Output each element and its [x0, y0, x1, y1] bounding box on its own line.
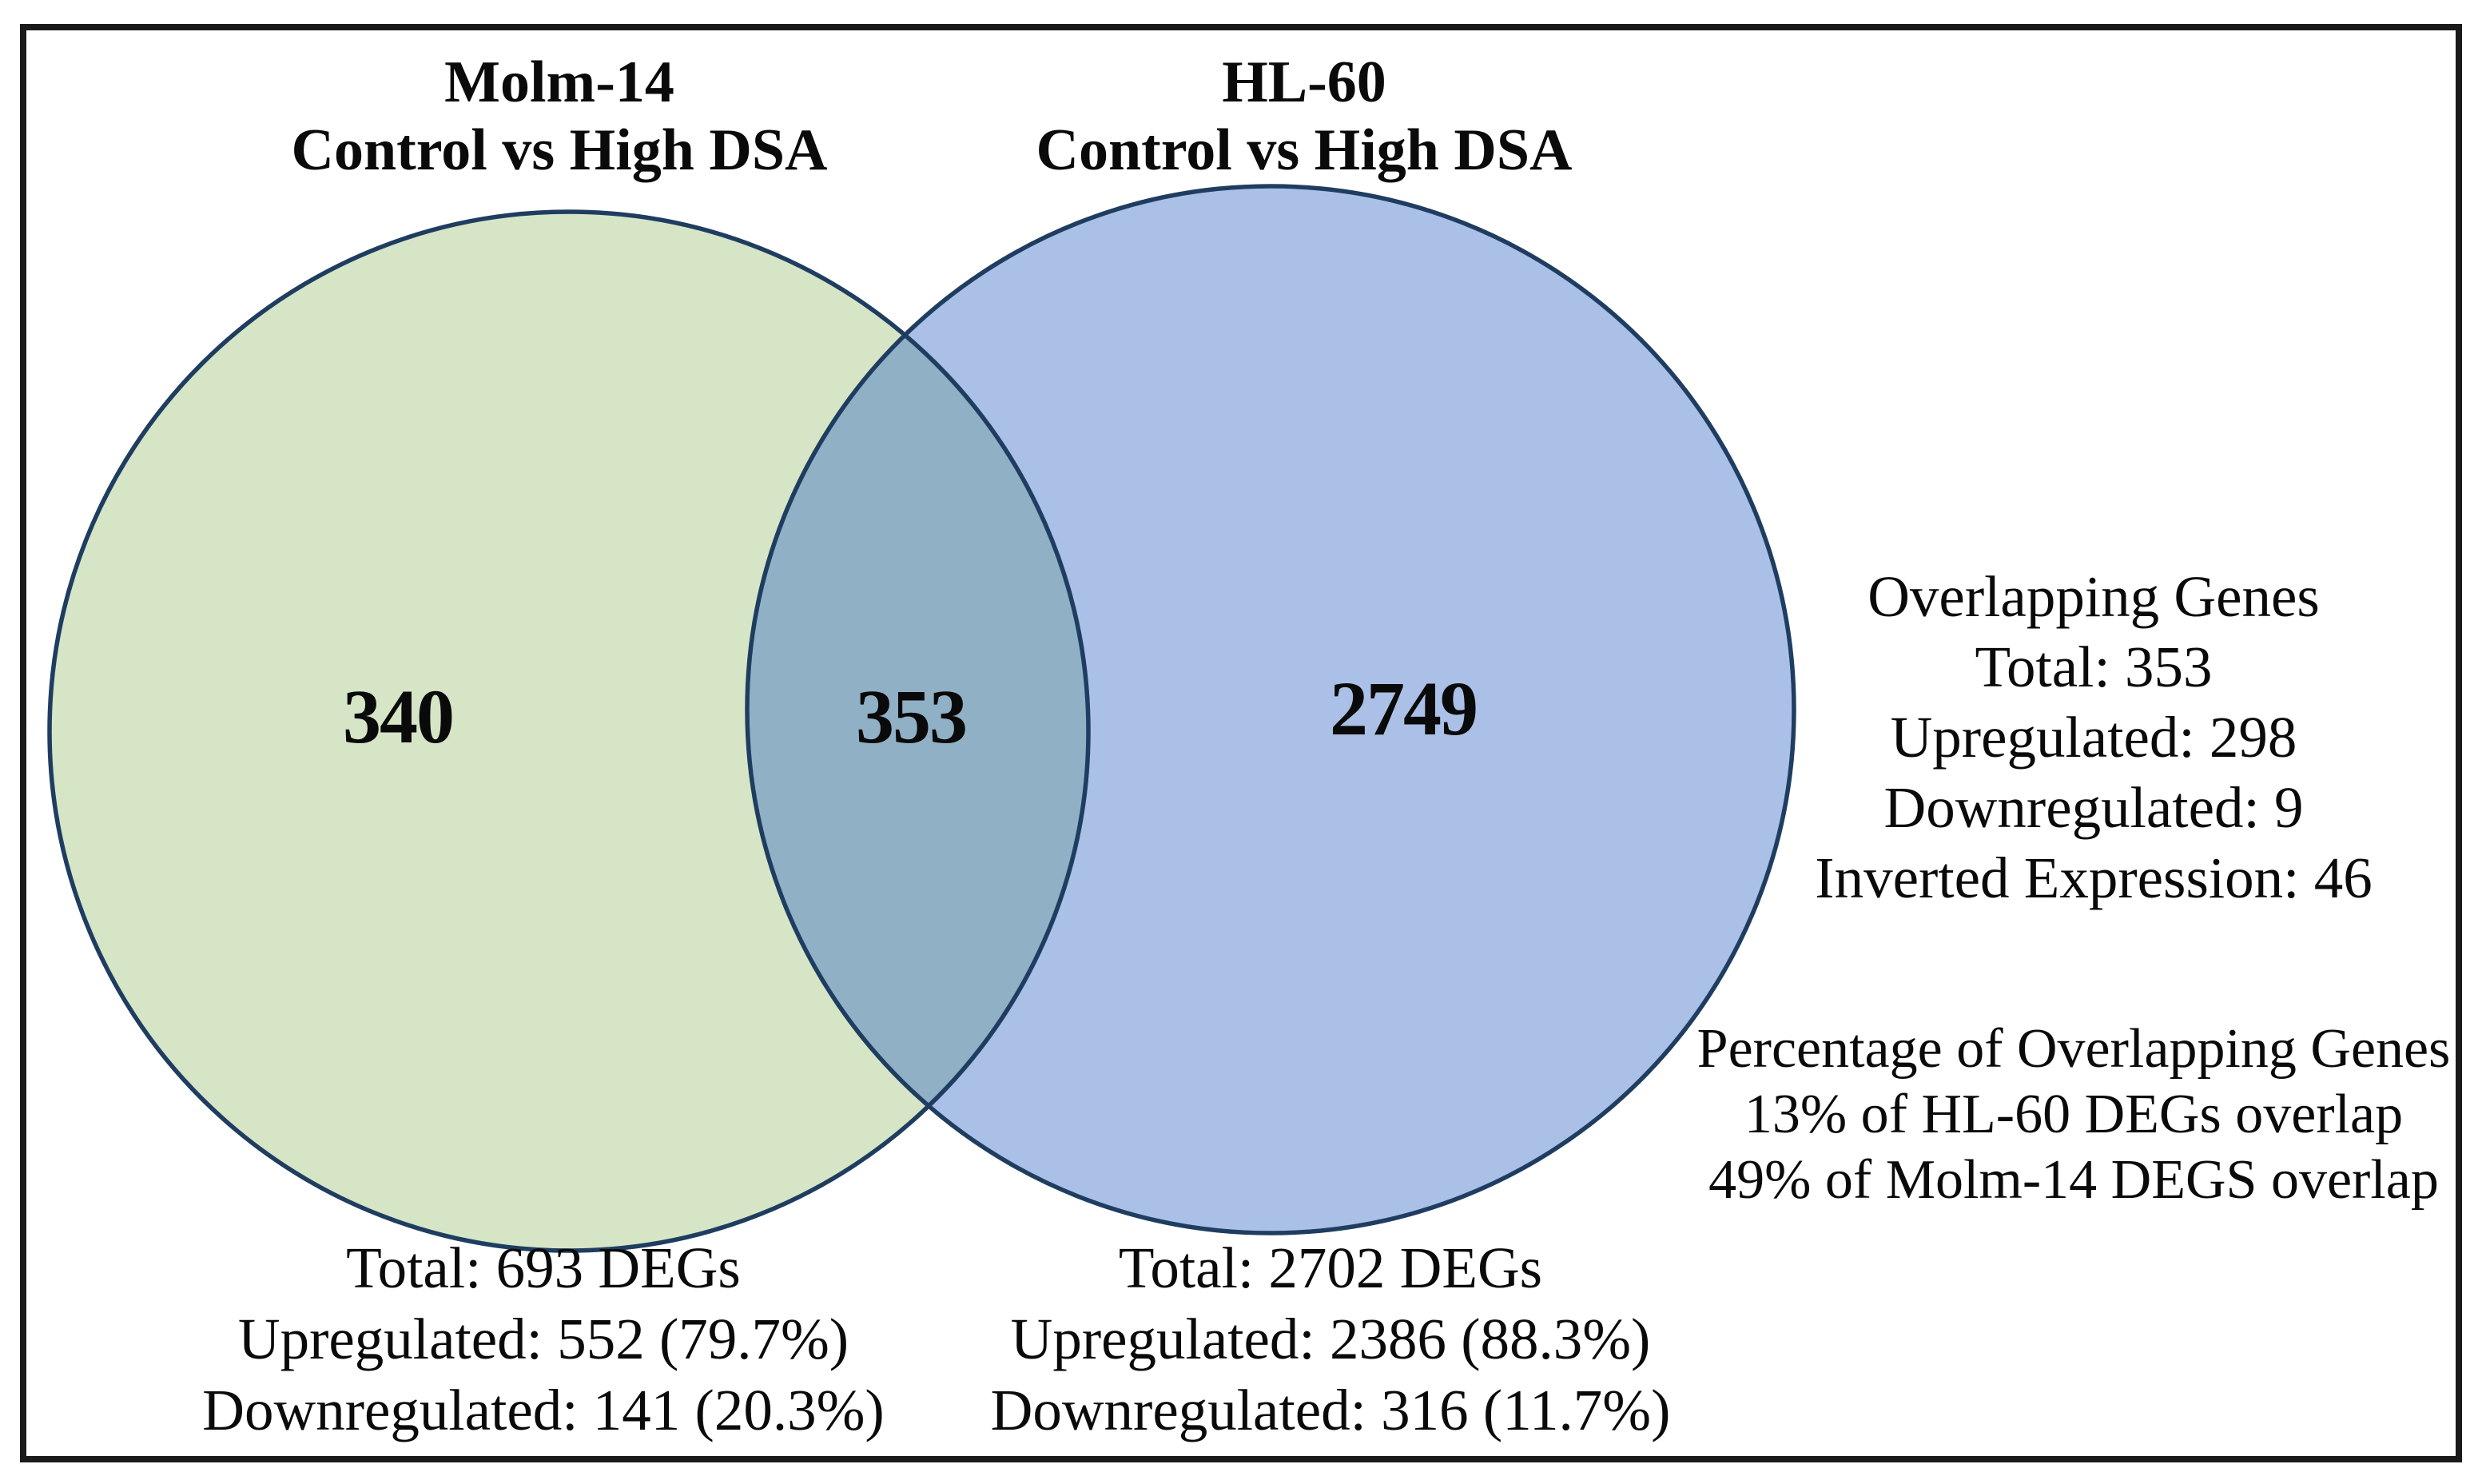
overlap-percentage-summary: Percentage of Overlapping Genes 13% of H…	[1697, 1017, 2451, 1213]
molm14-total-degs: Total: 693 DEGs	[346, 1235, 741, 1300]
overlapping-genes-heading: Overlapping Genes	[1867, 564, 2320, 629]
molm14-downregulated: Downregulated: 141 (20.3%)	[202, 1378, 885, 1442]
molm14-title-line1: Molm-14	[444, 50, 674, 115]
overlapping-genes-summary: Overlapping Genes Total: 353 Upregulated…	[1815, 562, 2372, 913]
overlap-inverted-expression: Inverted Expression: 46	[1815, 845, 2373, 910]
molm14-deg-stats: Total: 693 DEGs Upregulated: 552 (79.7%)…	[202, 1232, 884, 1446]
overlap-downregulated: Downregulated: 9	[1883, 775, 2304, 840]
molm14-circle-outline	[47, 209, 1091, 1253]
hl60-title-line2: Control vs High DSA	[1036, 117, 1573, 183]
percentage-heading: Percentage of Overlapping Genes	[1696, 1018, 2451, 1080]
molm14-title: Molm-14 Control vs High DSA	[292, 49, 828, 185]
hl60-total-degs: Total: 2702 DEGs	[1118, 1235, 1543, 1300]
molm14-unique-count: 340	[343, 674, 455, 759]
percentage-molm14: 49% of Molm-14 DEGS overlap	[1708, 1149, 2439, 1211]
hl60-title-line1: HL-60	[1222, 50, 1386, 115]
overlap-total: Total: 353	[1975, 635, 2213, 699]
hl60-unique-count: 2749	[1330, 666, 1478, 751]
hl60-deg-stats: Total: 2702 DEGs Upregulated: 2386 (88.3…	[991, 1232, 1671, 1446]
molm14-title-line2: Control vs High DSA	[291, 117, 828, 183]
hl60-title: HL-60 Control vs High DSA	[1036, 49, 1573, 185]
hl60-downregulated: Downregulated: 316 (11.7%)	[990, 1378, 1671, 1442]
overlap-count: 353	[856, 674, 968, 759]
hl60-circle-outline	[745, 184, 1796, 1235]
hl60-upregulated: Upregulated: 2386 (88.3%)	[1010, 1307, 1651, 1371]
percentage-hl60: 13% of HL-60 DEGs overlap	[1744, 1084, 2404, 1145]
molm14-upregulated: Upregulated: 552 (79.7%)	[237, 1307, 849, 1371]
overlap-upregulated: Upregulated: 298	[1890, 705, 2297, 770]
figure-border-frame	[20, 24, 2462, 1462]
